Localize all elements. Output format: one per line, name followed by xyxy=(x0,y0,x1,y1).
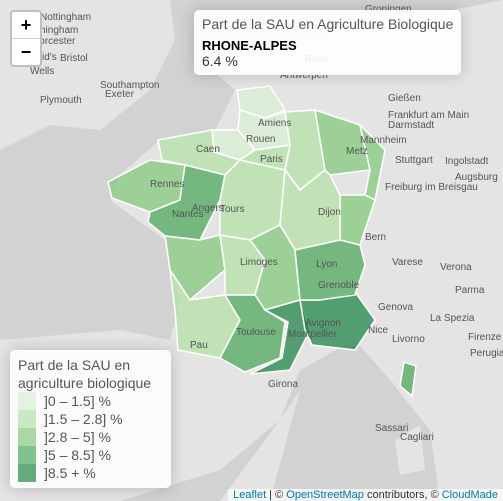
place-label: Nottingham xyxy=(40,12,91,23)
attribution-link[interactable]: CloudMade xyxy=(441,489,498,501)
place-label: Frankfurt am Main xyxy=(388,110,469,121)
place-label: Firenze xyxy=(468,332,502,343)
region xyxy=(236,85,287,119)
attribution-text: contributors, xyxy=(366,489,428,501)
legend-label: ]0 – 1.5] % xyxy=(44,393,111,409)
place-label: Varese xyxy=(392,257,423,268)
place-label: Montpellier xyxy=(288,329,338,340)
attribution-link[interactable]: OpenStreetMap xyxy=(286,489,364,501)
place-label: Girona xyxy=(268,379,298,390)
legend-swatch xyxy=(18,446,36,464)
info-region: RHONE-ALPES xyxy=(202,38,297,53)
attribution: Leaflet | © OpenStreetMap contributors, … xyxy=(228,489,503,501)
legend-label: ]2.8 – 5] % xyxy=(44,429,111,445)
place-label: Birmingham xyxy=(25,25,78,36)
legend-item: ]1.5 – 2.8] % xyxy=(18,410,163,428)
place-label: Tours xyxy=(220,204,244,215)
place-label: Worcester xyxy=(30,36,76,47)
zoom-control[interactable]: + − xyxy=(10,10,42,67)
legend-swatch xyxy=(18,428,36,446)
land xyxy=(395,425,425,475)
place-label: Avignon xyxy=(305,318,341,329)
legend-item: ]8.5 + % xyxy=(18,464,163,482)
place-label: Lyon xyxy=(316,259,337,270)
place-label: Genova xyxy=(378,302,413,313)
place-label: Rennes xyxy=(150,179,184,190)
legend-swatch xyxy=(18,392,36,410)
place-label: Perugia xyxy=(470,348,503,359)
place-label: Verona xyxy=(440,262,472,273)
legend: Part de la SAU en agriculture biologique… xyxy=(10,350,171,488)
info-value: 6.4 % xyxy=(202,53,238,69)
legend-swatch xyxy=(18,410,36,428)
info-title: Part de la SAU en Agriculture Biologique xyxy=(202,16,454,32)
legend-item: ]2.8 – 5] % xyxy=(18,428,163,446)
place-label: Nice xyxy=(368,325,388,336)
place-label: Bristol xyxy=(60,53,88,64)
place-label: Limoges xyxy=(240,257,278,268)
zoom-out[interactable]: − xyxy=(12,38,40,65)
place-label: Nantes xyxy=(172,209,204,220)
legend-item: ]0 – 1.5] % xyxy=(18,392,163,410)
place-label: Parma xyxy=(455,285,485,296)
region xyxy=(314,108,371,176)
place-label: Wells xyxy=(30,66,54,77)
place-label: Groningen xyxy=(365,4,412,15)
place-label: Dijon xyxy=(318,207,341,218)
place-label: Mannheim xyxy=(360,135,407,146)
place-label: Toulouse xyxy=(236,327,276,338)
place-label: Ingolstadt xyxy=(445,156,489,167)
place-label: Augsburg xyxy=(455,172,498,183)
place-label: Stuttgart xyxy=(395,155,433,166)
place-label: Southampton xyxy=(100,80,160,91)
place-label: Metz xyxy=(346,146,368,157)
land xyxy=(220,390,300,501)
legend-label: ]5 – 8.5] % xyxy=(44,447,111,463)
place-label: Livorno xyxy=(392,334,425,345)
place-label: Plymouth xyxy=(40,95,82,106)
place-label: Amiens xyxy=(258,118,291,129)
region xyxy=(218,294,286,373)
place-label: Antwerpen xyxy=(280,70,328,81)
legend-item: ]5 – 8.5] % xyxy=(18,446,163,464)
place-label: Freiburg im Breisgau xyxy=(385,182,478,193)
attribution-link[interactable]: Leaflet xyxy=(233,489,267,501)
legend-label: ]1.5 – 2.8] % xyxy=(44,411,123,427)
land xyxy=(0,0,175,150)
place-label: Angers xyxy=(192,203,224,214)
place-label: Pau xyxy=(190,340,208,351)
legend-title: Part de la SAU en agriculture biologique xyxy=(18,357,152,391)
region xyxy=(399,361,417,398)
place-label: Gießen xyxy=(388,93,421,104)
place-label: La Spezia xyxy=(430,313,475,324)
legend-swatch xyxy=(18,464,36,482)
region xyxy=(294,239,366,301)
place-label: Cagliari xyxy=(400,432,434,443)
place-label: Paris xyxy=(260,154,283,165)
place-label: Rouen xyxy=(246,134,275,145)
place-label: Sassari xyxy=(375,423,408,434)
place-label: Bern xyxy=(365,232,386,243)
zoom-in[interactable]: + xyxy=(20,15,32,35)
place-label: Grenoble xyxy=(318,280,360,291)
place-label: Darmstadt xyxy=(388,120,434,131)
place-label: Caen xyxy=(196,144,220,155)
place-label: Exeter xyxy=(105,89,135,100)
legend-label: ]8.5 + % xyxy=(44,465,96,481)
info-box: Part de la SAU en Agriculture Biologique… xyxy=(194,10,462,75)
